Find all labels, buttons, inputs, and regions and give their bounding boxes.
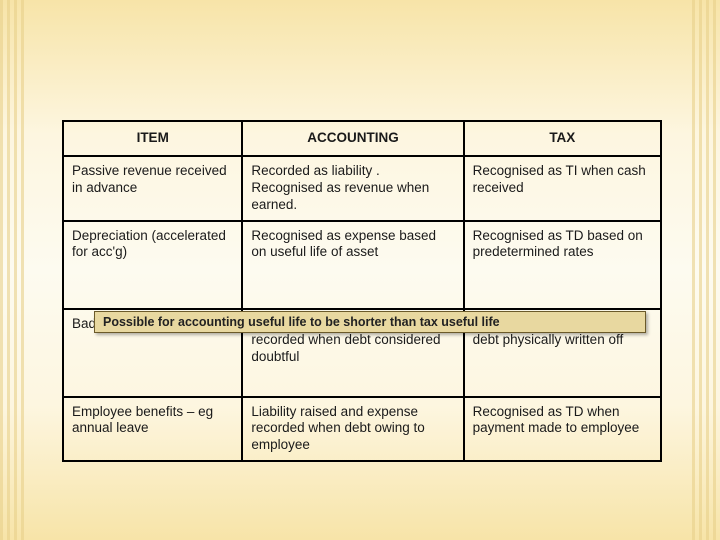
cell-tax: Recognised as TD based on predetermined … (464, 221, 661, 309)
decorative-stripes-right (692, 0, 720, 540)
col-header-accounting: ACCOUNTING (242, 121, 463, 156)
cell-tax: Recognised as TD when payment made to em… (464, 397, 661, 462)
cell-tax: Recognised as TI when cash received (464, 156, 661, 221)
table-row: Depreciation (accelerated for acc'g) Rec… (63, 221, 661, 309)
cell-item: Employee benefits – eg annual leave (63, 397, 242, 462)
comparison-table: ITEM ACCOUNTING TAX Passive revenue rece… (62, 120, 662, 462)
col-header-item: ITEM (63, 121, 242, 156)
decorative-stripes-left (0, 0, 28, 540)
cell-item: Depreciation (accelerated for acc'g) (63, 221, 242, 309)
note-banner: Possible for accounting useful life to b… (94, 311, 646, 333)
cell-accounting: Recorded as liability . Recognised as re… (242, 156, 463, 221)
col-header-tax: TAX (464, 121, 661, 156)
cell-accounting: Liability raised and expense recorded wh… (242, 397, 463, 462)
cell-accounting: Recognised as expense based on useful li… (242, 221, 463, 309)
table: ITEM ACCOUNTING TAX Passive revenue rece… (62, 120, 662, 462)
cell-item: Passive revenue received in advance (63, 156, 242, 221)
table-row: Passive revenue received in advance Reco… (63, 156, 661, 221)
table-header-row: ITEM ACCOUNTING TAX (63, 121, 661, 156)
table-row: Employee benefits – eg annual leave Liab… (63, 397, 661, 462)
note-text: Possible for accounting useful life to b… (103, 315, 500, 329)
